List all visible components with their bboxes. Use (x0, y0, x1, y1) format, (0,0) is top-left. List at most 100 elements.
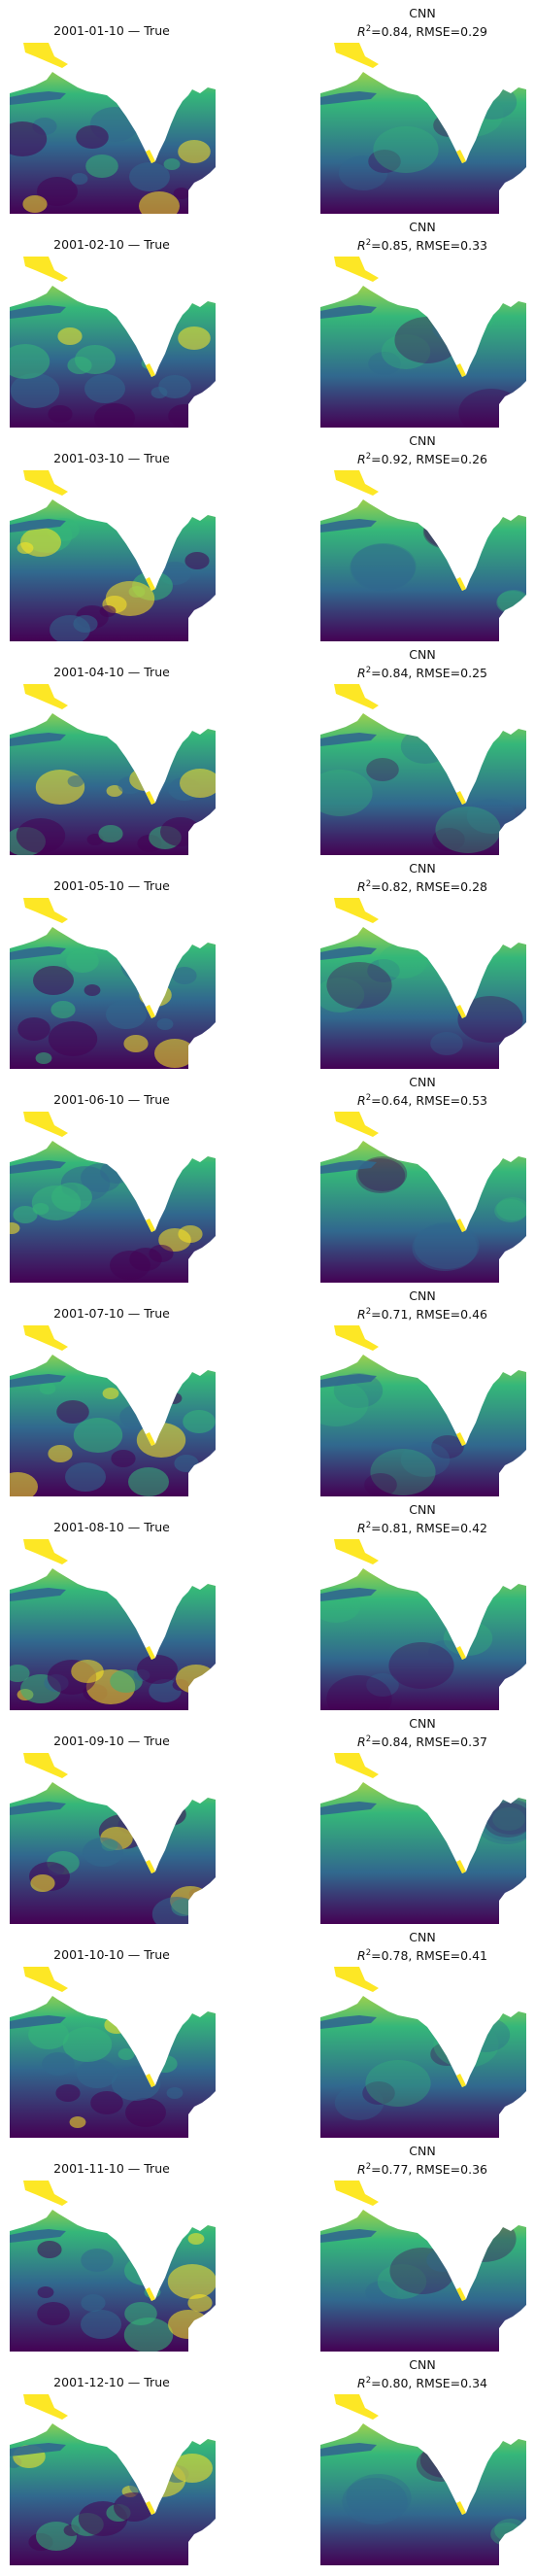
coastal-band (10, 733, 66, 746)
chlorophyll-patch (10, 1665, 30, 1682)
land-mask (320, 684, 526, 805)
prediction-map-title: CNN R2=0.85, RMSE=0.33 (320, 220, 524, 254)
land-mask (188, 808, 216, 855)
metrics-label: R2=0.92, RMSE=0.26 (357, 452, 487, 466)
coastal-high-chlorophyll (456, 150, 466, 163)
chlorophyll-patch (378, 944, 428, 979)
land-mask (320, 1325, 526, 1446)
chlorophyll-patch (350, 544, 416, 591)
chlorophyll-patch (326, 962, 392, 1009)
gulf-high-chlorophyll (334, 1967, 379, 1992)
chlorophyll-patch (37, 177, 78, 206)
panel-row: 2001-11-10 — True CNN R2=0.77, RMSE=0.36 (0, 2138, 535, 2352)
panel-row: 2001-09-10 — True CNN R2=0.84, RMSE=0.37 (0, 1710, 535, 1924)
prediction-map-title: CNN R2=0.84, RMSE=0.37 (320, 1716, 524, 1750)
chlorophyll-patch (67, 775, 84, 787)
gulf-high-chlorophyll (23, 43, 68, 68)
chlorophyll-patch (84, 374, 125, 403)
land-mask (499, 1877, 526, 1924)
chlorophyll-patch (364, 1473, 397, 1496)
chlorophyll-patch (69, 2116, 86, 2128)
chlorophyll-patch (466, 799, 517, 834)
model-label: CNN (409, 6, 436, 20)
chlorophyll-patch (17, 1017, 50, 1041)
chlorophyll-patch (167, 2264, 216, 2299)
chlorophyll-patch (178, 326, 211, 350)
chlorophyll-patch (365, 2281, 398, 2304)
coastal-band (10, 1802, 66, 1815)
chlorophyll-patch (492, 1807, 525, 1831)
chlorophyll-patch (342, 2478, 408, 2524)
chlorophyll-patch (48, 405, 73, 423)
chlorophyll-patch (172, 2454, 213, 2483)
true-map-title: 2001-05-10 — True (53, 878, 170, 893)
chlorophyll-patch (156, 1018, 174, 1030)
chlorophyll-patch (370, 1449, 436, 1495)
true-chlorophyll-map (10, 898, 216, 1069)
chlorophyll-patch (428, 1640, 461, 1664)
chlorophyll-patch (184, 552, 210, 569)
chlorophyll-patch (28, 2020, 69, 2049)
land-mask (320, 2394, 526, 2515)
gulf-high-chlorophyll (334, 684, 379, 709)
panel-row: 2001-10-10 — True CNN R2=0.78, RMSE=0.41 (0, 1924, 535, 2138)
metrics-label: R2=0.78, RMSE=0.41 (357, 1948, 487, 1963)
metrics-label: R2=0.82, RMSE=0.28 (357, 879, 487, 894)
gulf-high-chlorophyll (23, 1325, 68, 1351)
chlorophyll-patch (388, 1642, 454, 1689)
coastal-high-chlorophyll (146, 1432, 155, 1446)
metrics-label: R2=0.84, RMSE=0.25 (357, 666, 487, 680)
predicted-chlorophyll-map (320, 470, 526, 641)
metrics-label: R2=0.64, RMSE=0.53 (357, 1093, 487, 1108)
land-mask (188, 2519, 216, 2565)
gulf-high-chlorophyll (23, 257, 68, 282)
chlorophyll-patch (10, 1222, 20, 1234)
chlorophyll-patch (105, 581, 155, 616)
chlorophyll-patch (173, 188, 190, 199)
chlorophyll-patch (346, 2474, 412, 2521)
chlorophyll-patch (20, 528, 61, 557)
metrics-label: R2=0.85, RMSE=0.33 (357, 238, 487, 253)
coastal-band (320, 91, 377, 105)
chlorophyll-patch (432, 828, 465, 851)
chlorophyll-patch (485, 1800, 526, 1835)
chlorophyll-patch (362, 2081, 395, 2105)
prediction-map-title: CNN R2=0.81, RMSE=0.42 (320, 1502, 524, 1536)
model-label: CNN (409, 433, 436, 448)
prediction-map-title: CNN R2=0.78, RMSE=0.41 (320, 1930, 524, 1964)
chlorophyll-patch (166, 2087, 184, 2099)
chlorophyll-patch (37, 2286, 54, 2298)
coastal-high-chlorophyll (146, 2074, 155, 2087)
gulf-high-chlorophyll (23, 684, 68, 709)
land-mask (499, 2305, 526, 2352)
land-mask (10, 2394, 216, 2515)
coastal-high-chlorophyll (146, 150, 155, 163)
chlorophyll-patch (381, 334, 431, 369)
chlorophyll-patch (98, 825, 123, 842)
true-map-title: 2001-09-10 — True (53, 1734, 170, 1748)
coastal-band (10, 305, 66, 319)
chlorophyll-patch (62, 2027, 113, 2062)
chlorophyll-patch (389, 2248, 455, 2294)
land-mask (188, 167, 216, 214)
true-map-title: 2001-06-10 — True (53, 1092, 170, 1107)
gulf-high-chlorophyll (23, 1539, 68, 1564)
true-map-title: 2001-04-10 — True (53, 665, 170, 679)
true-map-title: 2001-10-10 — True (53, 1947, 170, 1962)
land-mask (188, 595, 216, 641)
coastal-high-chlorophyll (456, 1005, 466, 1018)
coastal-high-chlorophyll (146, 1005, 155, 1018)
chlorophyll-patch (51, 1183, 92, 1212)
land-mask (320, 1753, 526, 1873)
coastal-band (320, 1374, 377, 1388)
coastal-high-chlorophyll (146, 363, 155, 377)
chlorophyll-patch (123, 1035, 149, 1052)
panel-row: 2001-12-10 — True CNN R2=0.80, RMSE=0.34 (0, 2352, 535, 2565)
coastal-high-chlorophyll (146, 2287, 155, 2301)
gulf-high-chlorophyll (334, 1539, 379, 1564)
land-mask (499, 1236, 526, 1283)
chlorophyll-patch (400, 1442, 451, 1477)
coastal-band (320, 733, 377, 746)
chlorophyll-patch (65, 1462, 106, 1492)
chlorophyll-patch (85, 155, 118, 178)
